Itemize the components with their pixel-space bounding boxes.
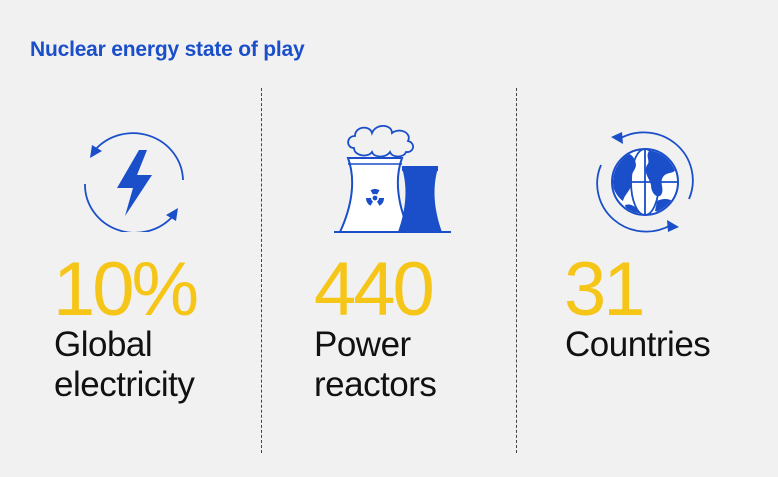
lightning-cycle-icon (84, 132, 184, 232)
stat-value: 440 (314, 247, 435, 332)
page-title: Nuclear energy state of play (30, 38, 305, 61)
stat-label-line2: reactors (314, 365, 437, 404)
column-divider (261, 88, 262, 453)
nuclear-plant-icon (334, 124, 451, 233)
column-divider (516, 88, 517, 453)
stat-label-line1: Countries (565, 325, 711, 364)
stat-value: 31 (564, 247, 646, 332)
stat-value: 10% (53, 247, 199, 332)
globe-cycle-icon (596, 131, 694, 233)
stat-card-electricity: 10% Global electricity (0, 0, 230, 477)
stat-label-line2: electricity (54, 365, 195, 404)
stat-card-reactors: 440 Power reactors (262, 0, 492, 477)
stat-label-line1: Global (54, 325, 153, 364)
stat-card-countries: 31 Countries (517, 0, 747, 477)
stat-label-line1: Power (314, 325, 411, 364)
